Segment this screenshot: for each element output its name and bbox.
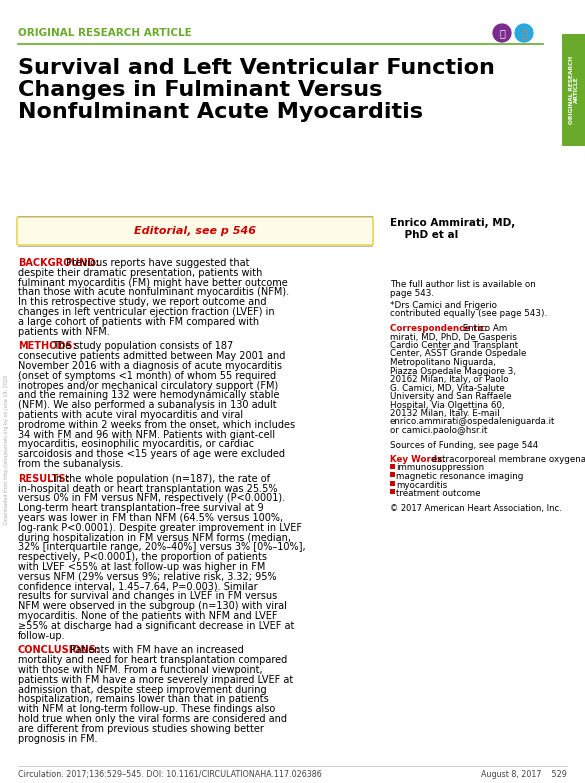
- Text: patients with NFM.: patients with NFM.: [18, 327, 110, 337]
- Text: Survival and Left Ventricular Function: Survival and Left Ventricular Function: [18, 58, 495, 78]
- Text: myocarditis. None of the patients with NFM and LVEF: myocarditis. None of the patients with N…: [18, 611, 277, 621]
- Text: patients with acute viral myocarditis and viral: patients with acute viral myocarditis an…: [18, 410, 243, 420]
- Text: with NFM at long-term follow-up. These findings also: with NFM at long-term follow-up. These f…: [18, 704, 276, 714]
- Text: NFM were observed in the subgroup (n=130) with viral: NFM were observed in the subgroup (n=130…: [18, 601, 287, 612]
- Text: are different from previous studies showing better: are different from previous studies show…: [18, 723, 264, 734]
- Text: page 543.: page 543.: [390, 288, 434, 298]
- Text: BACKGROUND:: BACKGROUND:: [18, 258, 99, 268]
- Text: Hospital, Via Olgettina 60,: Hospital, Via Olgettina 60,: [390, 400, 505, 410]
- Text: a large cohort of patients with FM compared with: a large cohort of patients with FM compa…: [18, 317, 259, 327]
- Text: RESULTS:: RESULTS:: [18, 474, 70, 484]
- Text: versus 0% in FM versus NFM, respectively (P<0.0001).: versus 0% in FM versus NFM, respectively…: [18, 493, 285, 503]
- Text: enrico.ammirati@ospedaleniguarda.it: enrico.ammirati@ospedaleniguarda.it: [390, 417, 555, 427]
- Text: extracorporeal membrane oxygenation: extracorporeal membrane oxygenation: [429, 455, 585, 464]
- Circle shape: [492, 23, 512, 43]
- Text: November 2016 with a diagnosis of acute myocarditis: November 2016 with a diagnosis of acute …: [18, 361, 282, 371]
- Text: CONCLUSIONS:: CONCLUSIONS:: [18, 645, 101, 655]
- Text: In the whole population (n=187), the rate of: In the whole population (n=187), the rat…: [53, 474, 270, 484]
- Text: immunosuppression: immunosuppression: [396, 464, 484, 472]
- Text: G. Camici, MD, Vita-Salute: G. Camici, MD, Vita-Salute: [390, 384, 505, 392]
- Text: respectively, P<0.0001), the proportion of patients: respectively, P<0.0001), the proportion …: [18, 552, 267, 562]
- Text: prodrome within 2 weeks from the onset, which includes: prodrome within 2 weeks from the onset, …: [18, 420, 295, 430]
- Text: mortality and need for heart transplantation compared: mortality and need for heart transplanta…: [18, 655, 287, 666]
- Text: during hospitalization in FM versus NFM forms (median,: during hospitalization in FM versus NFM …: [18, 532, 291, 543]
- Text: consecutive patients admitted between May 2001 and: consecutive patients admitted between Ma…: [18, 352, 285, 361]
- Text: prognosis in FM.: prognosis in FM.: [18, 734, 98, 744]
- Text: Sources of Funding, see page 544: Sources of Funding, see page 544: [390, 441, 538, 449]
- Text: PhD et al: PhD et al: [390, 230, 458, 240]
- Text: ORIGINAL RESEARCH
ARTICLE: ORIGINAL RESEARCH ARTICLE: [569, 56, 579, 124]
- Text: 34 with FM and 96 with NFM. Patients with giant-cell: 34 with FM and 96 with NFM. Patients wit…: [18, 430, 275, 439]
- Text: (onset of symptoms <1 month) of whom 55 required: (onset of symptoms <1 month) of whom 55 …: [18, 371, 276, 381]
- Text: Piazza Ospedale Maggiore 3,: Piazza Ospedale Maggiore 3,: [390, 366, 516, 376]
- Text: Enrico Ammirati, MD,: Enrico Ammirati, MD,: [390, 218, 515, 228]
- Bar: [390, 464, 395, 468]
- Text: Correspondence to:: Correspondence to:: [390, 324, 487, 333]
- FancyBboxPatch shape: [562, 34, 585, 146]
- Text: sarcoidosis and those <15 years of age were excluded: sarcoidosis and those <15 years of age w…: [18, 449, 285, 459]
- Text: patients with FM have a more severely impaired LVEF at: patients with FM have a more severely im…: [18, 675, 293, 685]
- Text: confidence interval, 1.45–7.64, P=0.003). Similar: confidence interval, 1.45–7.64, P=0.003)…: [18, 582, 257, 592]
- Text: or camici.paolo@hsr.it: or camici.paolo@hsr.it: [390, 426, 487, 435]
- Text: August 8, 2017    529: August 8, 2017 529: [481, 770, 567, 779]
- Text: Key Words:: Key Words:: [390, 455, 446, 464]
- Text: in-hospital death or heart transplantation was 25.5%: in-hospital death or heart transplantati…: [18, 484, 277, 493]
- Text: myocarditis, eosinophilic myocarditis, or cardiac: myocarditis, eosinophilic myocarditis, o…: [18, 439, 254, 449]
- Text: 20132 Milan, Italy. E-mail: 20132 Milan, Italy. E-mail: [390, 409, 500, 418]
- Text: Patients with FM have an increased: Patients with FM have an increased: [70, 645, 244, 655]
- Bar: [390, 472, 395, 477]
- Text: log-rank P<0.0001). Despite greater improvement in LVEF: log-rank P<0.0001). Despite greater impr…: [18, 523, 302, 532]
- Text: 32% [interquartile range, 20%–40%] versus 3% [0%–10%],: 32% [interquartile range, 20%–40%] versu…: [18, 543, 305, 552]
- Text: In this retrospective study, we report outcome and: In this retrospective study, we report o…: [18, 298, 267, 307]
- Text: Enrico Am: Enrico Am: [460, 324, 508, 333]
- Text: and the remaining 132 were hemodynamically stable: and the remaining 132 were hemodynamical…: [18, 391, 280, 400]
- Text: results for survival and changes in LVEF in FM versus: results for survival and changes in LVEF…: [18, 591, 277, 601]
- Text: *Drs Camici and Frigerio: *Drs Camici and Frigerio: [390, 301, 497, 310]
- Text: myocarditis: myocarditis: [396, 481, 448, 489]
- Text: than those with acute nonfulminant myocarditis (NFM).: than those with acute nonfulminant myoca…: [18, 287, 289, 298]
- Text: Nonfulminant Acute Myocarditis: Nonfulminant Acute Myocarditis: [18, 102, 423, 122]
- Text: ⓘ: ⓘ: [521, 28, 527, 38]
- Text: © 2017 American Heart Association, Inc.: © 2017 American Heart Association, Inc.: [390, 503, 562, 513]
- Text: treatment outcome: treatment outcome: [396, 489, 480, 498]
- Text: follow-up.: follow-up.: [18, 630, 66, 640]
- Text: despite their dramatic presentation, patients with: despite their dramatic presentation, pat…: [18, 268, 263, 278]
- Bar: [390, 489, 395, 494]
- Bar: [390, 481, 395, 485]
- Text: The full author list is available on: The full author list is available on: [390, 280, 536, 289]
- Text: ORIGINAL RESEARCH ARTICLE: ORIGINAL RESEARCH ARTICLE: [18, 28, 192, 38]
- Text: Changes in Fulminant Versus: Changes in Fulminant Versus: [18, 80, 383, 100]
- Text: Center, ASST Grande Ospedale: Center, ASST Grande Ospedale: [390, 349, 526, 359]
- Text: admission that, despite steep improvement during: admission that, despite steep improvemen…: [18, 684, 267, 695]
- Text: Circulation. 2017;136:529–545. DOI: 10.1161/CIRCULATIONAHA.117.026386: Circulation. 2017;136:529–545. DOI: 10.1…: [18, 770, 322, 779]
- Text: The study population consists of 187: The study population consists of 187: [53, 341, 233, 352]
- Text: University and San Raffaele: University and San Raffaele: [390, 392, 511, 401]
- Text: Downloaded from http://ahajournals.org by on June 19, 2020: Downloaded from http://ahajournals.org b…: [5, 376, 9, 525]
- Text: 20162 Milan, Italy, or Paolo: 20162 Milan, Italy, or Paolo: [390, 375, 508, 384]
- Text: Metropolitano Niguarda,: Metropolitano Niguarda,: [390, 358, 496, 367]
- Text: mirati, MD, PhD, De Gasperis: mirati, MD, PhD, De Gasperis: [390, 333, 517, 341]
- Text: Cardio Center and Transplant: Cardio Center and Transplant: [390, 341, 518, 350]
- Circle shape: [514, 23, 534, 43]
- Text: Previous reports have suggested that: Previous reports have suggested that: [66, 258, 249, 268]
- Text: hospitalization, remains lower than that in patients: hospitalization, remains lower than that…: [18, 695, 269, 705]
- Text: years was lower in FM than NFM (64.5% versus 100%,: years was lower in FM than NFM (64.5% ve…: [18, 513, 283, 523]
- Text: magnetic resonance imaging: magnetic resonance imaging: [396, 472, 524, 481]
- Text: fulminant myocarditis (FM) might have better outcome: fulminant myocarditis (FM) might have be…: [18, 278, 288, 287]
- Text: with LVEF <55% at last follow-up was higher in FM: with LVEF <55% at last follow-up was hig…: [18, 562, 266, 572]
- Text: versus NFM (29% versus 9%; relative risk, 3.32; 95%: versus NFM (29% versus 9%; relative risk…: [18, 572, 277, 582]
- Text: from the subanalysis.: from the subanalysis.: [18, 459, 123, 469]
- Text: inotropes and/or mechanical circulatory support (FM): inotropes and/or mechanical circulatory …: [18, 381, 278, 391]
- FancyBboxPatch shape: [17, 217, 373, 245]
- Text: changes in left ventricular ejection fraction (LVEF) in: changes in left ventricular ejection fra…: [18, 307, 274, 317]
- Text: contributed equally (see page 543).: contributed equally (see page 543).: [390, 309, 547, 319]
- Text: (NFM). We also performed a subanalysis in 130 adult: (NFM). We also performed a subanalysis i…: [18, 400, 277, 410]
- Text: ≥55% at discharge had a significant decrease in LVEF at: ≥55% at discharge had a significant decr…: [18, 621, 294, 631]
- Text: 🎧: 🎧: [499, 28, 505, 38]
- Text: Editorial, see p 546: Editorial, see p 546: [134, 226, 256, 236]
- Text: METHODS:: METHODS:: [18, 341, 77, 352]
- Text: hold true when only the viral forms are considered and: hold true when only the viral forms are …: [18, 714, 287, 724]
- Text: with those with NFM. From a functional viewpoint,: with those with NFM. From a functional v…: [18, 665, 263, 675]
- Text: Long-term heart transplantation–free survival at 9: Long-term heart transplantation–free sur…: [18, 503, 264, 513]
